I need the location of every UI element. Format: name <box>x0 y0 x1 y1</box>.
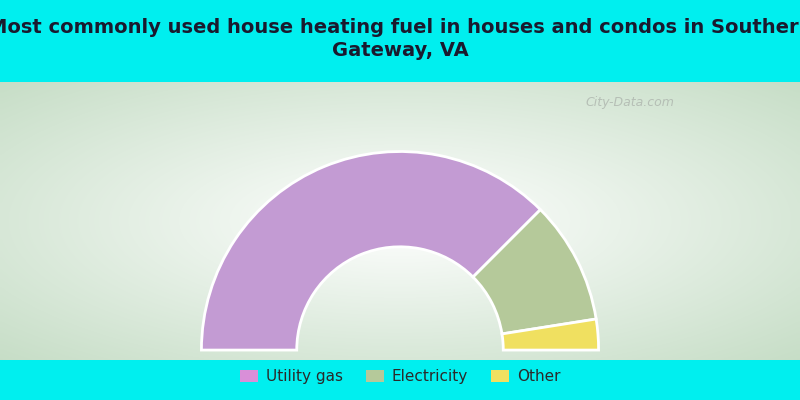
Wedge shape <box>502 319 598 350</box>
Wedge shape <box>202 152 541 350</box>
Text: City-Data.com: City-Data.com <box>585 96 674 109</box>
Legend: Utility gas, Electricity, Other: Utility gas, Electricity, Other <box>234 363 566 390</box>
Text: Most commonly used house heating fuel in houses and condos in Southern
Gateway, : Most commonly used house heating fuel in… <box>0 18 800 60</box>
Wedge shape <box>473 210 596 334</box>
